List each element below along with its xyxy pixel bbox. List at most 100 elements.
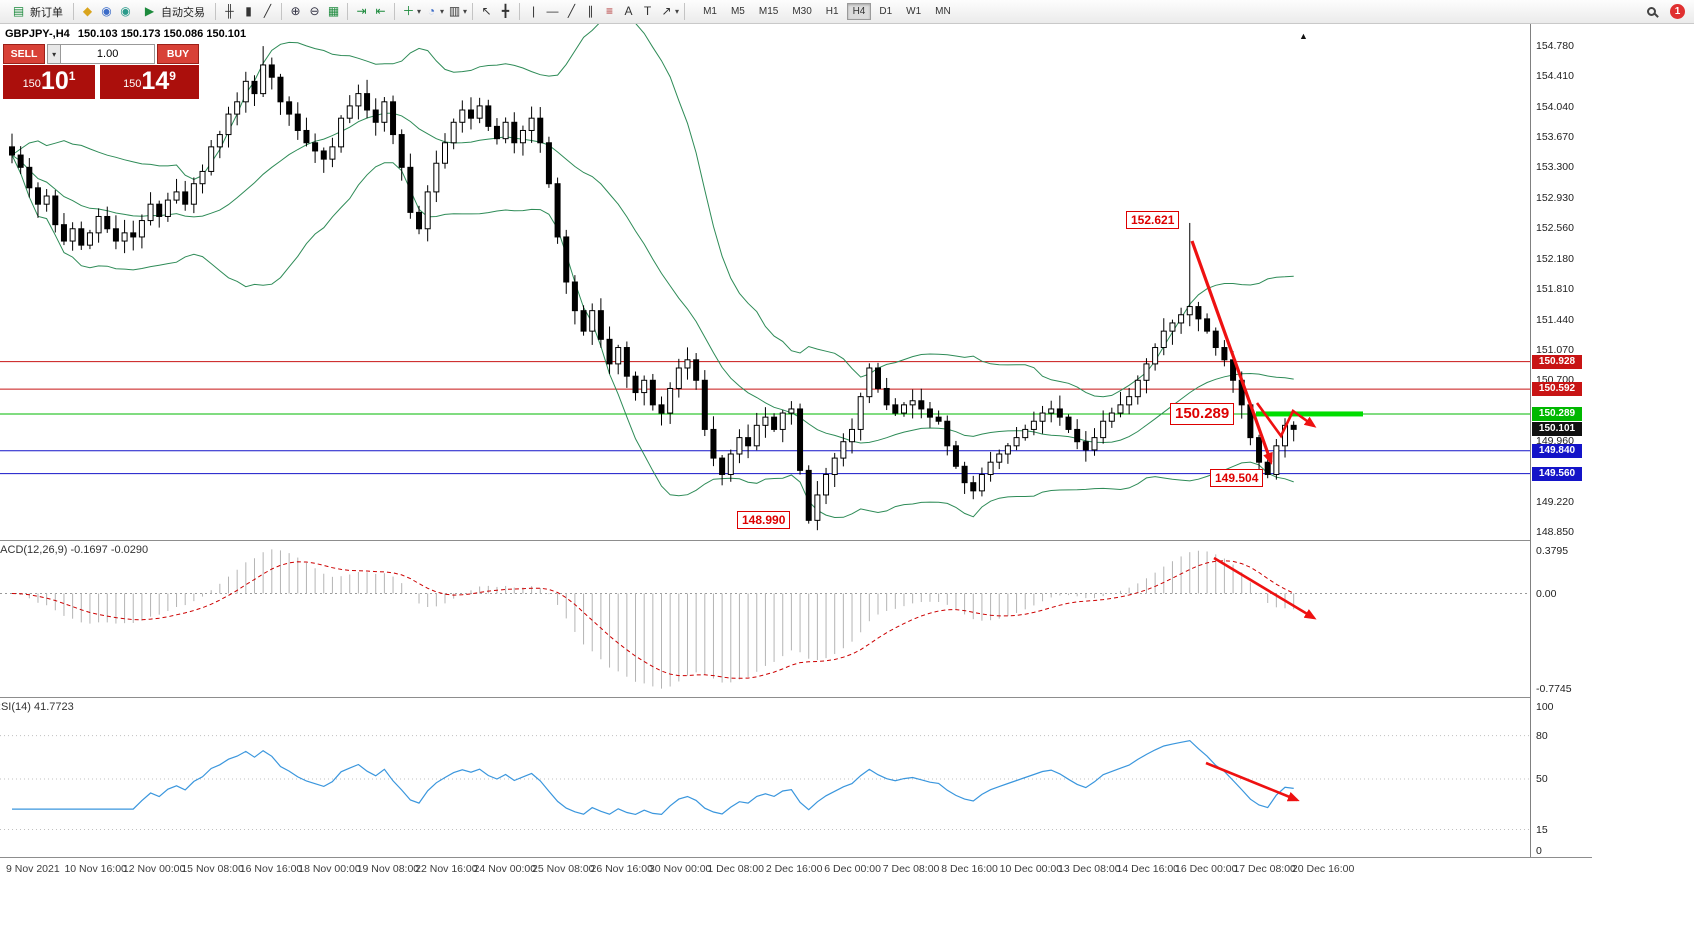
new-order-button[interactable]: ▤ 新订单 <box>5 2 68 22</box>
price-axis-label: 154.780 <box>1536 40 1574 53</box>
navigator-icon[interactable]: ◉ <box>120 4 131 18</box>
volume-input[interactable] <box>60 44 155 64</box>
timeframe-m15[interactable]: M15 <box>758 6 779 17</box>
auto-trading-button[interactable]: ▶ 自动交易 <box>136 2 210 22</box>
sell-button[interactable]: SELL <box>3 44 45 64</box>
chart-shift-marker[interactable]: ▲ <box>1299 31 1308 41</box>
rsi-label: RSI(14) 41.7723 <box>0 701 74 713</box>
pane-separator[interactable] <box>0 697 1592 698</box>
macd-scale-label: -0.7745 <box>1536 683 1572 695</box>
time-axis-label: 30 Nov 00:00 <box>648 863 712 875</box>
sell-price-button[interactable]: 150 10 1 <box>3 65 95 99</box>
magnifier-glyph <box>1646 7 1656 16</box>
bar-chart-icon[interactable]: ╫ <box>225 4 234 18</box>
time-axis-label: 16 Dec 00:00 <box>1175 863 1238 875</box>
buy-button[interactable]: BUY <box>157 44 199 64</box>
rsi-scale-label: 15 <box>1536 823 1548 836</box>
horizontal-line-icon[interactable]: — <box>546 4 559 18</box>
candlestick-chart-icon[interactable]: ▮ <box>245 4 252 18</box>
crosshair-icon[interactable]: ╋ <box>501 4 510 18</box>
time-axis: 9 Nov 2021 10 Nov 16:00 12 Nov 00:00 15 Nov… <box>0 858 1694 882</box>
line-chart-icon[interactable]: ╱ <box>263 4 272 18</box>
text-label-icon[interactable]: T <box>643 4 652 18</box>
periods-caret-icon[interactable]: ▾ <box>440 7 445 16</box>
auto-trading-icon: ▶ <box>144 4 155 18</box>
auto-scroll-icon[interactable]: ⇥ <box>356 4 367 18</box>
price-annotation-box[interactable]: 149.504 <box>1210 469 1264 487</box>
tile-windows-icon[interactable]: ▦ <box>327 4 340 18</box>
timeframe-m1[interactable]: M1 <box>703 6 717 17</box>
text-tool-icon[interactable]: A <box>624 4 633 18</box>
pane-separator <box>0 857 1592 858</box>
indicators-add-icon[interactable]: ＋ <box>402 4 415 18</box>
price-axis: 154.780 154.410 154.040 153.670 153.300 152.9… <box>1530 24 1592 857</box>
periods-icon[interactable]: ◔ <box>427 4 436 18</box>
price-tag: 150.928 <box>1532 354 1582 369</box>
notification-badge[interactable]: 1 <box>1670 4 1685 19</box>
timeframe-h1[interactable]: H1 <box>825 6 839 17</box>
vertical-line-icon[interactable]: | <box>531 4 536 18</box>
price-annotation-box[interactable]: 150.289 <box>1170 403 1235 425</box>
price-axis-label: 154.410 <box>1536 70 1574 83</box>
metaeditor-icon[interactable]: ◆ <box>82 4 93 18</box>
sell-price-prefix: 150 <box>22 78 41 90</box>
arrows-caret-icon[interactable]: ▾ <box>675 7 680 16</box>
time-axis-label: 10 Nov 16:00 <box>64 863 127 875</box>
time-axis-label: 2 Dec 16:00 <box>765 863 823 875</box>
fibonacci-icon[interactable]: ≡ <box>606 4 614 18</box>
price-axis-label: 151.810 <box>1536 283 1574 296</box>
time-axis-label: 20 Dec 16:00 <box>1291 863 1355 875</box>
time-axis-label: 10 Dec 00:00 <box>999 863 1063 875</box>
time-axis-label: 26 Nov 16:00 <box>590 863 653 875</box>
price-axis-label: 151.440 <box>1536 313 1574 326</box>
timeframe-w1[interactable]: W1 <box>906 6 922 17</box>
price-tag: 149.560 <box>1532 466 1582 481</box>
price-tag: 149.840 <box>1532 443 1582 458</box>
macd-indicator-canvas[interactable] <box>0 541 1530 697</box>
macd-label: MACD(12,26,9) -0.1697 -0.0290 <box>0 544 149 556</box>
pane-separator[interactable] <box>0 540 1592 541</box>
price-axis-label: 154.040 <box>1536 100 1574 113</box>
price-axis-label: 153.300 <box>1536 161 1574 174</box>
search-icon[interactable] <box>1642 3 1660 21</box>
rsi-indicator-canvas[interactable] <box>0 698 1530 857</box>
timeframe-m30[interactable]: M30 <box>792 6 812 17</box>
sell-price-sup: 1 <box>68 69 76 83</box>
toolbar-separator <box>347 3 348 20</box>
timeframe-m5[interactable]: M5 <box>730 6 745 17</box>
time-axis-label: 8 Dec 16:00 <box>941 863 998 875</box>
arrows-tool-icon[interactable]: ↗ <box>661 4 672 18</box>
auto-trading-label: 自动交易 <box>161 6 205 19</box>
rsi-scale-label: 80 <box>1536 729 1548 742</box>
one-click-trading-panel: SELL ▾ BUY 150 10 1 150 14 9 <box>3 44 199 99</box>
timeframe-h4[interactable]: H4 <box>846 3 872 20</box>
time-axis-label: 14 Dec 16:00 <box>1116 863 1180 875</box>
buy-price-button[interactable]: 150 14 9 <box>100 65 199 99</box>
templates-caret-icon[interactable]: ▾ <box>463 7 468 16</box>
toolbar-separator <box>472 3 474 20</box>
buy-price-big: 14 <box>141 67 170 95</box>
time-axis-label: 19 Nov 08:00 <box>356 863 420 875</box>
templates-icon[interactable]: ▥ <box>448 4 461 18</box>
channel-icon[interactable]: ∥ <box>587 4 594 18</box>
indicators-caret-icon[interactable]: ▾ <box>417 7 422 16</box>
price-chart-canvas[interactable] <box>0 24 1530 540</box>
price-axis-label: 148.850 <box>1536 525 1574 538</box>
buy-price-prefix: 150 <box>123 78 142 90</box>
price-axis-label: 149.220 <box>1536 495 1574 508</box>
chart-shift-icon[interactable]: ⇤ <box>375 4 386 18</box>
volume-spinner[interactable]: ▾ <box>47 44 61 64</box>
trendline-icon[interactable]: ╱ <box>567 4 576 18</box>
price-annotation-box[interactable]: 148.990 <box>737 511 791 529</box>
price-annotation-box[interactable]: 152.621 <box>1126 211 1180 229</box>
zoom-out-icon[interactable]: ⊖ <box>309 4 320 18</box>
zoom-in-icon[interactable]: ⊕ <box>290 4 301 18</box>
timeframe-d1[interactable]: D1 <box>879 6 893 17</box>
market-watch-icon[interactable]: ◉ <box>101 4 112 18</box>
rsi-scale-label: 0 <box>1536 845 1542 858</box>
quote-line: GBPJPY-,H4 150.103 150.173 150.086 150.1… <box>5 28 251 40</box>
time-axis-label: 22 Nov 16:00 <box>415 863 478 875</box>
cursor-icon[interactable]: ↖ <box>481 4 492 18</box>
timeframe-mn[interactable]: MN <box>935 6 951 17</box>
time-axis-label: 7 Dec 08:00 <box>882 863 940 875</box>
